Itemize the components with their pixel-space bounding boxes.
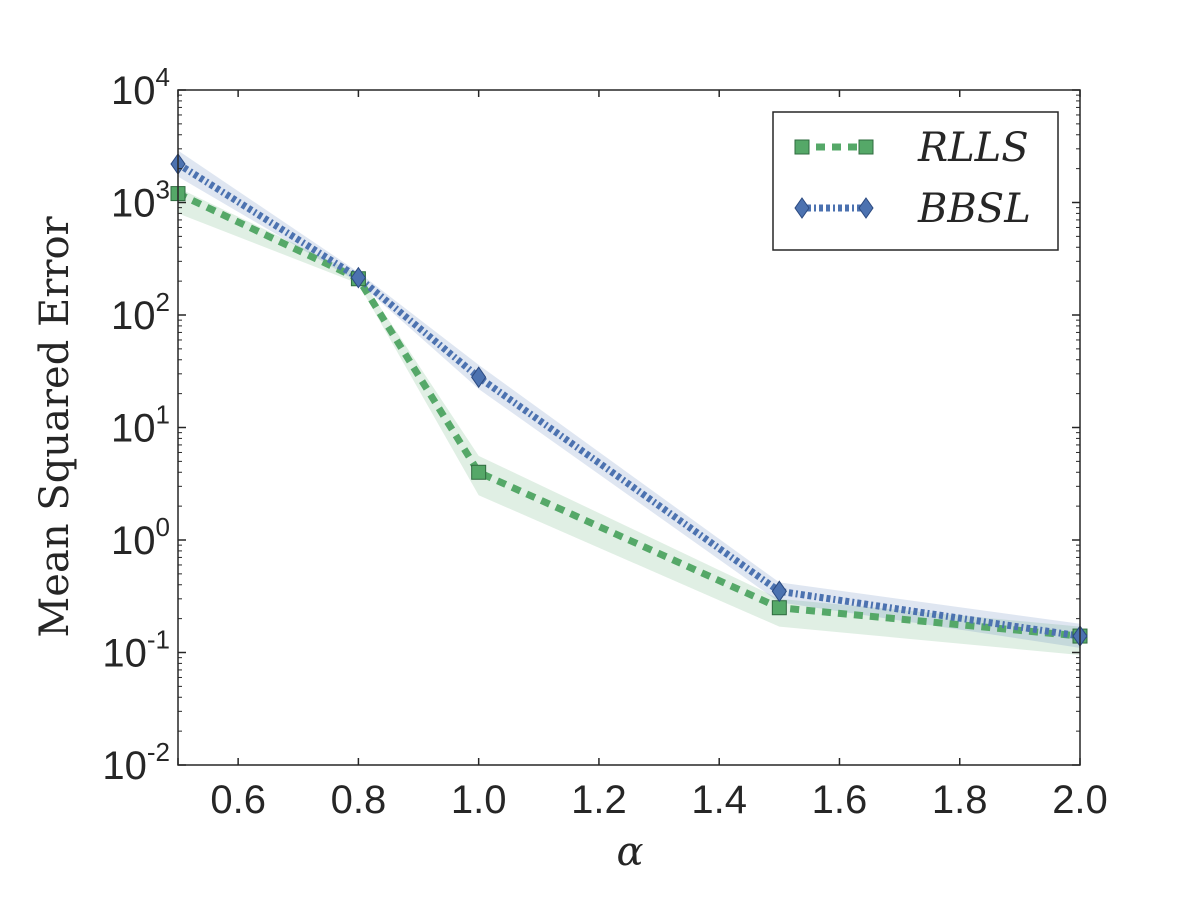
x-tick-label: 0.6	[210, 778, 266, 822]
x-tick-label: 1.0	[451, 778, 507, 822]
y-tick-label: 10-2	[102, 737, 170, 788]
axis-ticks	[177, 89, 1081, 766]
x-tick-label: 0.8	[331, 778, 387, 822]
y-tick-label: 103	[111, 175, 170, 226]
legend-bbsl-marker	[858, 197, 874, 219]
y-tick-label: 100	[111, 512, 170, 563]
y-axis-label: Mean Squared Error	[32, 215, 78, 637]
legend-rlls-label: RLLS	[917, 125, 1029, 171]
x-tick-label: 2.0	[1052, 778, 1108, 822]
y-tick-label: 102	[111, 287, 170, 338]
rlls-point	[471, 464, 487, 480]
rlls-line	[176, 190, 1081, 640]
bbsl-point	[471, 366, 487, 389]
x-tick-label: 1.2	[571, 778, 627, 822]
x-tick-label: 1.8	[932, 778, 988, 822]
legend-bbsl-marker	[794, 197, 810, 219]
y-tick-label: 101	[111, 400, 170, 451]
legend-box	[772, 111, 1059, 251]
rlls-point	[771, 600, 787, 616]
legend-bbsl-label: BBSL	[917, 186, 1031, 232]
y-tick-label: 104	[111, 62, 170, 113]
x-tick-label: 1.6	[812, 778, 868, 822]
y-tick-label: 10-1	[102, 625, 170, 676]
x-tick-labels: 0.6 0.8 1.0 1.2 1.4 1.6 1.8 2.0	[210, 778, 1107, 822]
bbsl-point	[771, 580, 787, 603]
legend: RLLS BBSL	[772, 111, 1059, 251]
bbsl-point	[350, 266, 367, 289]
x-axis-label: α	[616, 829, 643, 875]
y-tick-labels: 10-2 10-1 100 101 102 103 104	[102, 62, 170, 788]
x-tick-label: 1.4	[691, 778, 747, 822]
legend-rlls-marker	[858, 139, 874, 155]
legend-rlls-marker	[794, 139, 810, 155]
